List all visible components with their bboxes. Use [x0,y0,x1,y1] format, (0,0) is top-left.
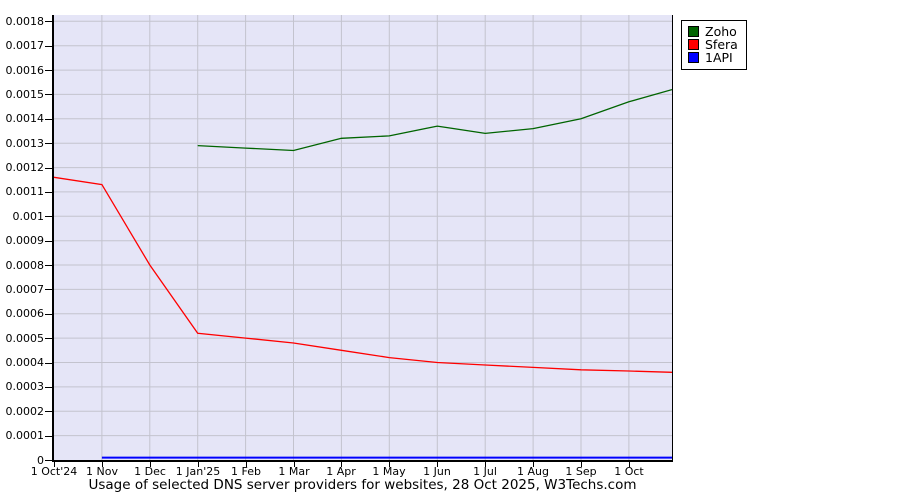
y-tick-mark [45,216,52,217]
y-tick-mark [45,119,52,120]
x-tick-mark [437,462,438,467]
legend-item-label: Zoho [705,24,737,39]
y-tick-label: 0.0012 [5,161,45,175]
x-tick-mark [341,462,342,467]
legend: Zoho Sfera 1API [681,20,747,70]
y-tick-label: 0.0002 [5,404,45,418]
x-tick-mark [294,462,295,467]
legend-swatch-icon [688,39,699,50]
chart-title: Usage of selected DNS server providers f… [88,477,637,493]
y-tick-mark [45,460,52,461]
y-tick-label: 0 [37,453,44,467]
y-tick-label: 0.0015 [5,87,45,101]
y-tick-mark [45,387,52,388]
y-tick-label: 0.0016 [5,63,45,77]
x-tick-mark [389,462,390,467]
y-tick-label: 0.0011 [5,185,45,199]
y-tick-mark [45,436,52,437]
plot-area [52,15,673,462]
x-tick-mark [533,462,534,467]
y-tick-label: 0.0017 [5,39,45,53]
x-tick-mark [485,462,486,467]
y-tick-label: 0.0005 [5,331,45,345]
y-tick-label: 0.0008 [5,258,45,272]
y-tick-mark [45,338,52,339]
y-tick-mark [45,21,52,22]
x-tick-mark [150,462,151,467]
y-tick-mark [45,314,52,315]
legend-item-label: Sfera [705,37,738,52]
y-tick-label: 0.0001 [5,429,45,443]
x-tick-mark [54,462,55,467]
y-tick-mark [45,94,52,95]
y-tick-mark [45,192,52,193]
series-line-sfera [54,176,672,373]
y-tick-label: 0.0014 [5,112,45,126]
chart-svg [54,15,672,460]
x-tick-mark [198,462,199,467]
legend-item-label: 1API [705,50,733,65]
x-tick-mark [581,462,582,467]
y-tick-mark [45,168,52,169]
y-tick-label: 0.0009 [5,234,45,248]
y-tick-mark [45,46,52,47]
y-tick-label: 0.0006 [5,307,45,321]
legend-swatch-icon [688,26,699,37]
legend-item: 1API [688,51,738,64]
legend-item: Zoho [688,25,738,38]
y-tick-mark [45,289,52,290]
y-tick-mark [45,265,52,266]
y-tick-label: 0.001 [12,209,45,223]
series-line-zoho [197,88,672,152]
y-tick-label: 0.0007 [5,282,45,296]
y-tick-mark [45,70,52,71]
legend-item: Sfera [688,38,738,51]
x-tick-mark [102,462,103,467]
y-tick-mark [45,411,52,412]
y-tick-mark [45,143,52,144]
legend-swatch-icon [688,52,699,63]
y-tick-label: 0.0004 [5,356,45,370]
y-tick-mark [45,363,52,364]
y-tick-mark [45,241,52,242]
y-tick-label: 0.0018 [5,14,45,28]
x-tick-mark [629,462,630,467]
y-tick-label: 0.0003 [5,380,45,394]
y-tick-label: 0.0013 [5,136,45,150]
x-tick-mark [246,462,247,467]
